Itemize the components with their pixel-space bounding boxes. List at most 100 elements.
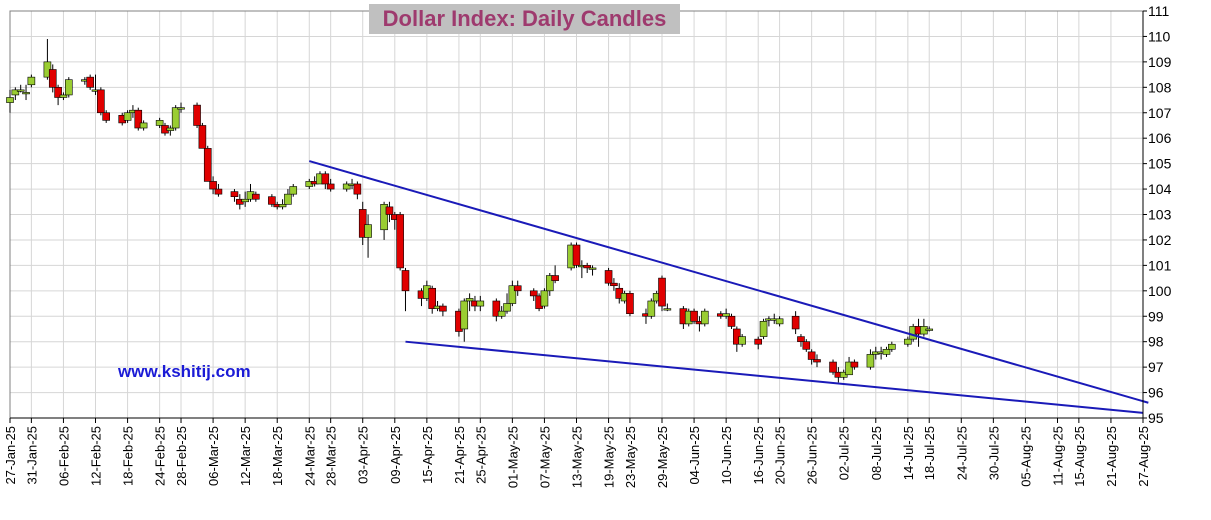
- x-tick-label: 06-Mar-25: [206, 426, 221, 486]
- candle-body: [64, 79, 73, 96]
- candles-group: [6, 38, 934, 383]
- chart-title: Dollar Index: Daily Candles: [382, 6, 667, 31]
- candle-body: [465, 298, 474, 302]
- candle-body: [888, 343, 896, 350]
- candle-body: [326, 183, 335, 190]
- candle-body: [508, 285, 517, 304]
- candle-body: [807, 351, 816, 360]
- candle-body: [882, 349, 891, 355]
- candle-body: [364, 224, 372, 238]
- y-tick-label: 98: [1148, 334, 1164, 350]
- candle-body: [604, 270, 613, 284]
- candle-body: [166, 127, 175, 131]
- candle-body: [813, 359, 821, 363]
- candle-body: [155, 120, 164, 126]
- candle-body: [214, 188, 223, 195]
- x-tick-label: 24-Mar-25: [302, 426, 317, 486]
- upper-trendline: [309, 160, 1149, 404]
- candle-body: [551, 275, 559, 281]
- candle-body: [27, 76, 36, 86]
- candle-body: [738, 336, 746, 345]
- x-tick-label: 21-Aug-25: [1104, 426, 1119, 487]
- x-tick-label: 26-Jun-25: [805, 426, 820, 485]
- candle-body: [342, 183, 351, 190]
- x-tick-label: 20-Jun-25: [773, 426, 788, 485]
- candle-body: [86, 76, 94, 88]
- x-tick-label: 29-May-25: [655, 426, 670, 488]
- candle-body: [829, 361, 837, 373]
- candle-body: [866, 354, 875, 368]
- chart-title-box: Dollar Index: Daily Candles: [369, 4, 680, 34]
- candle-body: [252, 193, 260, 200]
- candle-body: [439, 305, 447, 312]
- candle-body: [583, 265, 591, 269]
- candle-body: [102, 112, 110, 121]
- x-tick-label: 15-Apr-25: [420, 426, 435, 484]
- x-tick-label: 21-Apr-25: [452, 426, 467, 484]
- x-tick-label: 18-Feb-25: [121, 426, 136, 486]
- x-tick-label: 04-Jun-25: [687, 426, 702, 485]
- candle-body: [754, 338, 763, 345]
- candle-body: [663, 308, 672, 311]
- candle-body: [497, 310, 506, 317]
- candle-body: [727, 315, 736, 327]
- candle-body: [171, 107, 180, 129]
- x-tick-label: 24-Feb-25: [153, 426, 168, 486]
- candle-body: [700, 310, 709, 325]
- candle-body: [845, 361, 853, 376]
- x-tick-label: 27-Jan-25: [3, 426, 18, 485]
- trendlines-group: [309, 160, 1149, 414]
- y-tick-label: 103: [1148, 207, 1172, 223]
- candle-body: [428, 287, 437, 309]
- candle-body: [203, 148, 212, 182]
- candle-body: [241, 198, 249, 203]
- candle-body: [791, 315, 800, 330]
- candle-body: [268, 196, 276, 205]
- x-tick-label: 16-Jun-25: [751, 426, 766, 485]
- y-tick-label: 109: [1148, 54, 1172, 70]
- x-tick-label: 09-Apr-25: [388, 426, 403, 484]
- y-tick-label: 95: [1148, 410, 1164, 426]
- candle-body: [289, 186, 298, 195]
- candle-body: [198, 125, 207, 149]
- candle-body: [588, 267, 597, 270]
- candle-body: [209, 181, 217, 190]
- x-tick-label: 01-May-25: [505, 426, 520, 488]
- y-tick-label: 101: [1148, 257, 1172, 273]
- candle-body: [48, 69, 57, 88]
- x-tick-label: 28-Feb-25: [174, 426, 189, 486]
- candle-body: [134, 109, 143, 129]
- candle-body: [11, 89, 20, 96]
- x-tick-label: 12-Mar-25: [238, 426, 253, 486]
- x-tick-label: 15-Aug-25: [1072, 426, 1087, 487]
- candle-body: [358, 209, 367, 238]
- x-tick-label: 13-May-25: [570, 426, 585, 488]
- candle-body: [797, 336, 805, 342]
- x-tick-label: 10-Jun-25: [719, 426, 734, 485]
- x-tick-label: 03-Apr-25: [356, 426, 371, 484]
- candle-body: [6, 97, 14, 103]
- candle-body: [401, 270, 410, 292]
- y-tick-label: 96: [1148, 385, 1164, 401]
- candle-body: [177, 107, 185, 110]
- x-tick-label: 12-Feb-25: [89, 426, 104, 486]
- candle-body: [572, 244, 581, 266]
- grid-lines: [9, 10, 1144, 419]
- candle-body: [658, 277, 666, 307]
- lower-trendline: [405, 340, 1144, 414]
- candle-body: [545, 275, 554, 292]
- candle-body: [278, 204, 287, 208]
- x-tick-label: 27-Aug-25: [1136, 426, 1151, 487]
- candle-body: [925, 328, 934, 331]
- y-tick-label: 102: [1148, 232, 1172, 248]
- candle-body: [230, 191, 239, 197]
- x-tick-label: 08-Jul-25: [869, 426, 884, 480]
- x-tick-label: 25-Apr-25: [473, 426, 488, 484]
- candle-body: [460, 300, 469, 330]
- candle-body: [503, 303, 511, 312]
- x-tick-label: 31-Jan-25: [24, 426, 39, 485]
- y-tick-label: 108: [1148, 79, 1172, 95]
- candle-body: [610, 282, 618, 287]
- candle-body: [492, 300, 501, 317]
